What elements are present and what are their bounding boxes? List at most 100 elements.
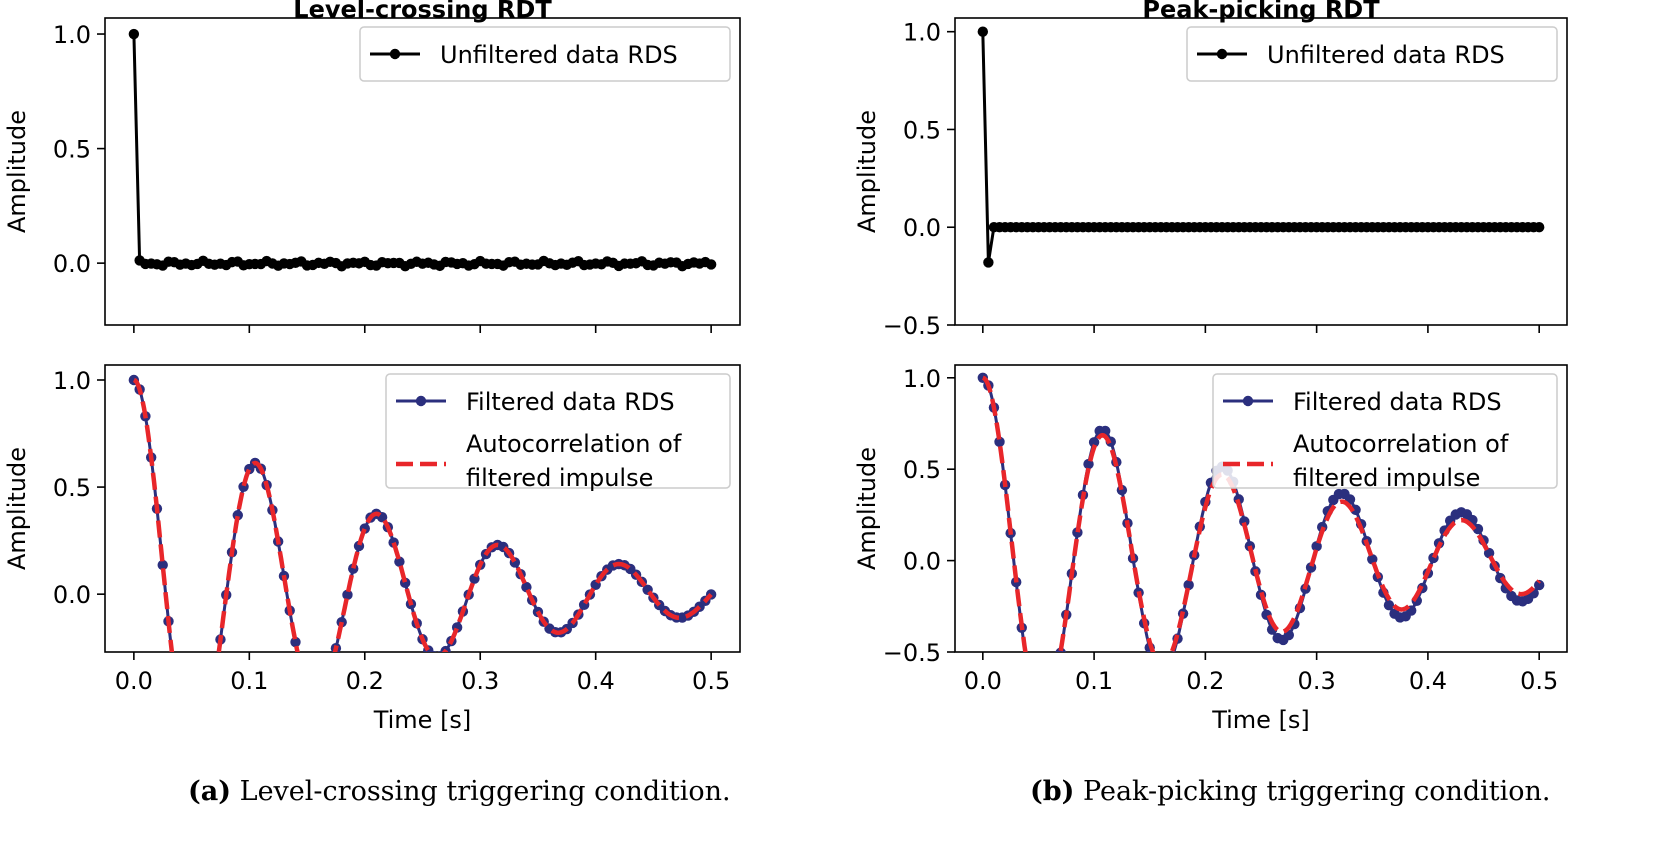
x-tick-label: 0.0 [964, 667, 1002, 695]
data-point [705, 259, 717, 270]
data-point [209, 677, 219, 687]
data-point [1533, 579, 1545, 591]
legend-box [385, 373, 731, 489]
data-point [342, 589, 353, 601]
data-point [1472, 523, 1484, 535]
caption-a-letter: (a) [188, 776, 232, 807]
legend-marker [1216, 48, 1228, 60]
legend: Filtered data RDS Autocorrelation of filte… [1212, 373, 1558, 492]
data-point [1311, 541, 1322, 552]
y-tick-label: 1.0 [53, 367, 91, 395]
data-point [1533, 222, 1545, 233]
axes-frame [104, 364, 741, 653]
legend-label: Filtered data RDS [1293, 388, 1502, 416]
data-point [1383, 600, 1395, 611]
series-line-dashed [133, 377, 713, 652]
legend: Filtered data RDS Autocorrelation of filte… [385, 373, 731, 492]
data-point [1044, 700, 1054, 710]
legend-box [1212, 373, 1558, 489]
panel-a-top: 0.0 0.5 1.0 Level-crossing RDT Amplitude Unfi… [3, 0, 741, 333]
axes-frame [104, 17, 741, 326]
data-point [1083, 458, 1094, 470]
data-point [192, 755, 202, 765]
legend-marker [389, 48, 401, 60]
y-tick-label: 0.5 [903, 456, 941, 484]
y-axis-label: Amplitude [853, 110, 881, 233]
data-point [296, 663, 306, 673]
x-tick-label: 0.3 [461, 667, 499, 695]
x-axis-label: Time [s] [1211, 706, 1310, 734]
y-tick-label: 0.5 [53, 474, 91, 502]
legend-box [359, 26, 731, 82]
legend-label: Autocorrelation of [1293, 430, 1509, 458]
y-tick-label: −0.5 [883, 312, 941, 340]
caption-b-text: Peak-picking triggering condition. [1083, 776, 1551, 807]
data-layer [128, 28, 717, 272]
x-tick-label: 0.1 [1075, 667, 1113, 695]
y-tick-label: 1.0 [903, 19, 941, 47]
panel-b-top: −0.5 0.0 0.5 1.0 Peak-picking RDT Amplitude Un… [853, 0, 1568, 340]
data-point [157, 559, 168, 571]
chart-title: Level-crossing RDT [293, 0, 552, 24]
data-point [1022, 661, 1032, 671]
data-point [983, 257, 994, 268]
data-point [302, 681, 312, 691]
legend-label: Autocorrelation of [466, 430, 682, 458]
legend-marker [1242, 395, 1254, 407]
legend-label: filtered impulse [466, 464, 653, 492]
data-point [128, 28, 140, 40]
x-tick-label: 0.4 [577, 667, 615, 695]
data-point [977, 26, 989, 37]
data-point [1150, 659, 1160, 669]
data-point [431, 651, 437, 652]
data-point [1088, 437, 1100, 448]
data-layer [128, 374, 717, 765]
y-axis-label: Amplitude [3, 447, 31, 570]
y-tick-label: 0.0 [903, 548, 941, 576]
panel-a-bottom: 0.0 0.1 0.2 0.3 0.4 0.5 0.0 0.5 1.0 Amplitude Time… [3, 364, 741, 765]
y-tick-label: 1.0 [903, 365, 941, 393]
data-point [1033, 706, 1043, 716]
data-point [1183, 579, 1194, 591]
data-point [1050, 679, 1060, 689]
axes-frame [954, 364, 1568, 653]
data-layer [977, 26, 1545, 268]
data-point [440, 645, 451, 652]
data-point [186, 755, 196, 765]
y-tick-label: 0.0 [53, 250, 91, 278]
y-tick-label: 0.5 [903, 116, 941, 144]
x-tick-label: 0.3 [1298, 667, 1336, 695]
data-point [1156, 666, 1166, 676]
data-point [313, 691, 323, 701]
legend-label: Unfiltered data RDS [1267, 41, 1505, 69]
y-tick-label: −0.5 [883, 639, 941, 667]
y-tick-label: 0.0 [903, 214, 941, 242]
data-point [1039, 710, 1049, 720]
legend-marker [415, 395, 427, 407]
y-axis-label: Amplitude [853, 447, 881, 570]
caption-b: (b) Peak-picking triggering condition. [1030, 776, 1551, 807]
data-point [1167, 652, 1177, 662]
data-point [169, 668, 179, 678]
x-tick-label: 0.1 [230, 667, 268, 695]
x-tick-label: 0.5 [692, 667, 730, 695]
y-axis-label: Amplitude [3, 110, 31, 233]
chart-title: Peak-picking RDT [1142, 0, 1380, 24]
data-point [204, 713, 214, 723]
x-tick-label: 0.4 [1409, 667, 1447, 695]
data-point [308, 690, 318, 700]
data-point [198, 740, 208, 750]
legend-label: Filtered data RDS [466, 388, 675, 416]
y-tick-label: 1.0 [53, 21, 91, 49]
data-point [175, 710, 185, 720]
x-tick-label: 0.2 [346, 667, 384, 695]
data-point [1028, 690, 1038, 700]
legend-label: Unfiltered data RDS [440, 41, 678, 69]
y-tick-label: 0.0 [53, 581, 91, 609]
legend: Unfiltered data RDS [359, 26, 731, 82]
data-point [325, 665, 335, 675]
caption-a-text: Level-crossing triggering condition. [239, 776, 731, 807]
y-tick-label: 0.5 [53, 136, 91, 164]
caption-b-letter: (b) [1030, 776, 1075, 807]
